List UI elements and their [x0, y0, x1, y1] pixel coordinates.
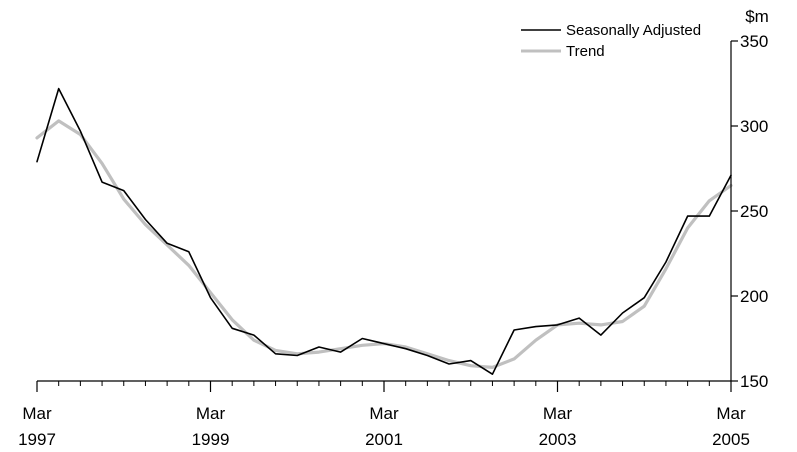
y-tick-label-300: 300	[740, 117, 768, 136]
legend-label-trend: Trend	[566, 43, 605, 60]
series-lines	[35, 87, 733, 376]
x-tick-label-month-1999: Mar	[196, 404, 226, 423]
x-tick-label-month-2005: Mar	[716, 404, 746, 423]
legend-label-seasonally-adjusted: Seasonally Adjusted	[566, 22, 701, 39]
axes	[37, 41, 732, 382]
y-tick-label-250: 250	[740, 202, 768, 221]
x-tick-label-month-2001: Mar	[369, 404, 399, 423]
y-axis-ticks: 150 200 250 300 350	[731, 32, 768, 391]
x-tick-label-year-2001: 2001	[365, 430, 403, 449]
x-tick-label-month-1997: Mar	[22, 404, 52, 423]
x-tick-label-year-2005: 2005	[712, 430, 750, 449]
x-tick-label-month-2003: Mar	[543, 404, 573, 423]
series-line-trend	[35, 119, 733, 369]
y-tick-label-150: 150	[740, 372, 768, 391]
y-axis-unit-label: $m	[745, 7, 769, 26]
y-tick-label-350: 350	[740, 32, 768, 51]
x-axis-ticks: Mar 1997 Mar 1999 Mar 2001 Mar 2003 Mar 2005	[18, 381, 750, 449]
x-tick-label-year-1999: 1999	[192, 430, 230, 449]
legend: Seasonally Adjusted Trend	[521, 22, 701, 60]
x-tick-label-year-2003: 2003	[539, 430, 577, 449]
x-tick-label-year-1997: 1997	[18, 430, 56, 449]
y-tick-label-200: 200	[740, 287, 768, 306]
series-line-seasonally-adjusted	[36, 87, 732, 376]
